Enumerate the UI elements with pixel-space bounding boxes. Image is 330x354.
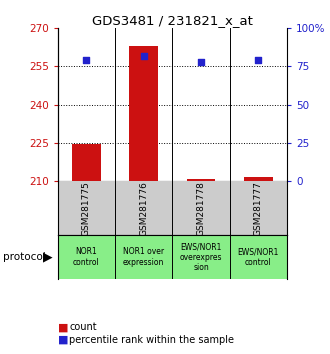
Text: protocol: protocol (3, 252, 46, 262)
Bar (187, 179, 215, 181)
Text: GSM281775: GSM281775 (82, 181, 91, 235)
Text: GSM281778: GSM281778 (197, 181, 206, 235)
Text: ■: ■ (58, 322, 68, 332)
Text: NOR1
control: NOR1 control (73, 247, 100, 267)
Text: NOR1 over
expression: NOR1 over expression (123, 247, 164, 267)
Text: EWS/NOR1
overexpres
sion: EWS/NOR1 overexpres sion (180, 242, 222, 272)
Text: count: count (69, 322, 97, 332)
Title: GDS3481 / 231821_x_at: GDS3481 / 231821_x_at (92, 14, 253, 27)
Point (256, 57, 261, 63)
Text: ■: ■ (58, 335, 68, 345)
Text: percentile rank within the sample: percentile rank within the sample (69, 335, 234, 345)
Text: EWS/NOR1
control: EWS/NOR1 control (238, 247, 279, 267)
Bar (129, 46, 158, 181)
Point (84, 57, 89, 63)
Point (198, 59, 204, 65)
Bar (72, 144, 101, 181)
Bar (244, 177, 273, 181)
Text: GSM281776: GSM281776 (139, 181, 148, 235)
Point (141, 53, 147, 59)
Text: ▶: ▶ (43, 251, 53, 264)
Text: GSM281777: GSM281777 (254, 181, 263, 235)
